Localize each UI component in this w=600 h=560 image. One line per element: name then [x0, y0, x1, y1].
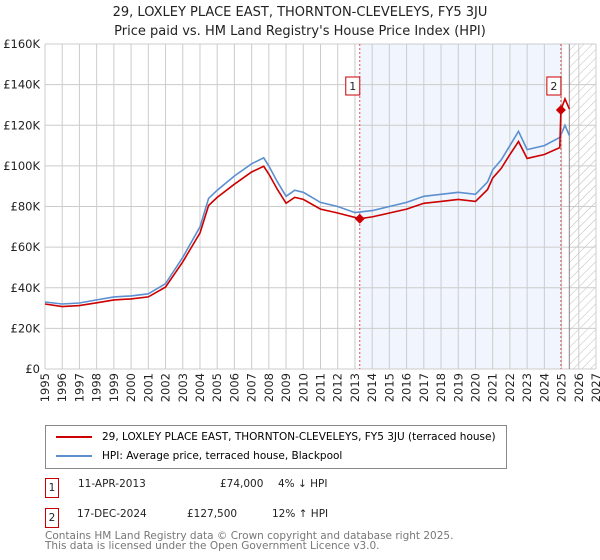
- legend-swatch-red: [56, 436, 92, 438]
- x-tick-label: 2010: [296, 373, 310, 402]
- footer: Contains HM Land Registry data © Crown c…: [45, 530, 454, 552]
- sale-annotation-box: [546, 76, 562, 96]
- y-tick-label: £160K: [3, 37, 40, 51]
- x-tick-label: 1997: [72, 373, 86, 402]
- transaction-hpi: 12% ↑ HPI: [272, 508, 329, 520]
- legend: 29, LOXLEY PLACE EAST, THORNTON-CLEVELEY…: [45, 425, 507, 469]
- x-tick-label: 1995: [38, 373, 52, 402]
- x-tick-label: 1998: [90, 373, 104, 402]
- x-tick-label: 2011: [314, 373, 328, 402]
- sale-point: [555, 105, 566, 116]
- x-tick-label: 2013: [348, 373, 362, 402]
- legend-item-property: 29, LOXLEY PLACE EAST, THORNTON-CLEVELEY…: [56, 431, 496, 443]
- x-tick-label: 2020: [469, 373, 483, 402]
- transaction-badge: 1: [45, 478, 59, 498]
- x-tick-label: 2002: [159, 373, 173, 402]
- x-tick-label: 2004: [193, 373, 207, 402]
- x-tick-label: 2023: [520, 373, 534, 402]
- transaction-date: 17-DEC-2024: [77, 508, 147, 520]
- x-tick-label: 2027: [589, 373, 600, 402]
- x-tick-label: 2015: [382, 373, 396, 402]
- x-tick-label: 2001: [141, 373, 155, 402]
- x-tick-label: 2025: [555, 373, 569, 402]
- transaction-hpi: 4% ↓ HPI: [278, 478, 328, 490]
- x-tick-label: 2018: [434, 373, 448, 402]
- x-tick-label: 1999: [107, 373, 121, 402]
- transaction-row: 1 11-APR-2013 £74,000 4% ↓ HPI: [45, 475, 445, 498]
- x-tick-label: 2026: [572, 373, 586, 402]
- x-tick-label: 2021: [486, 373, 500, 402]
- price-chart: 1995 1996 1997 1998 1999 2000 2001 2002 2003 2004…: [3, 37, 600, 402]
- sale-annotation-box: [345, 76, 361, 96]
- y-tick-label: £140K: [3, 78, 40, 92]
- x-tick-label: 2009: [279, 373, 293, 402]
- x-tick-label: 2005: [210, 373, 224, 402]
- y-tick-label: £120K: [3, 118, 40, 132]
- y-tick-label: £0: [25, 362, 40, 376]
- x-tick-label: 1996: [55, 373, 69, 402]
- transaction-price: £127,500: [187, 508, 238, 520]
- x-tick-label: 2017: [417, 373, 431, 402]
- sale-annotation-label: 1: [349, 80, 356, 93]
- x-tick-label: 2022: [503, 373, 517, 402]
- transaction-row: 2 17-DEC-2024 £127,500 12% ↑ HPI: [45, 505, 445, 528]
- y-tick-label: £20K: [11, 321, 41, 335]
- legend-label: HPI: Average price, terraced house, Blac…: [102, 450, 343, 462]
- x-tick-label: 2006: [227, 373, 241, 402]
- x-tick-label: 2016: [400, 373, 414, 402]
- price-paid-line: [44, 96, 571, 308]
- x-tick-label: 2012: [331, 373, 345, 402]
- x-tick-label: 2019: [451, 373, 465, 402]
- sale-point: [354, 213, 365, 224]
- x-tick-label: 2024: [537, 373, 551, 402]
- transaction-date: 11-APR-2013: [78, 478, 146, 490]
- hpi-line: [44, 123, 571, 305]
- legend-swatch-blue: [56, 455, 92, 457]
- footer-licence: This data is licensed under the Open Gov…: [45, 540, 380, 552]
- chart-subtitle: Price paid vs. HM Land Registry's House …: [114, 24, 486, 39]
- chart-title: 29, LOXLEY PLACE EAST, THORNTON-CLEVELEY…: [112, 5, 488, 20]
- x-tick-label: 2003: [176, 373, 190, 402]
- x-tick-label: 2000: [124, 373, 138, 402]
- y-tick-label: £80K: [11, 200, 41, 214]
- legend-item-hpi: HPI: Average price, terraced house, Blac…: [56, 450, 342, 462]
- y-tick-label: £100K: [3, 159, 40, 173]
- y-tick-label: £40K: [11, 281, 41, 295]
- x-tick-label: 2008: [262, 373, 276, 402]
- transaction-badge: 2: [45, 508, 59, 528]
- x-tick-label: 2014: [365, 373, 379, 402]
- x-tick-label: 2007: [245, 373, 259, 402]
- y-tick-label: £60K: [11, 240, 41, 254]
- footer-copyright: Contains HM Land Registry data © Crown c…: [45, 530, 454, 542]
- legend-label: 29, LOXLEY PLACE EAST, THORNTON-CLEVELEY…: [102, 431, 496, 443]
- sale-annotation-label: 2: [550, 80, 557, 93]
- transaction-price: £74,000: [220, 478, 264, 490]
